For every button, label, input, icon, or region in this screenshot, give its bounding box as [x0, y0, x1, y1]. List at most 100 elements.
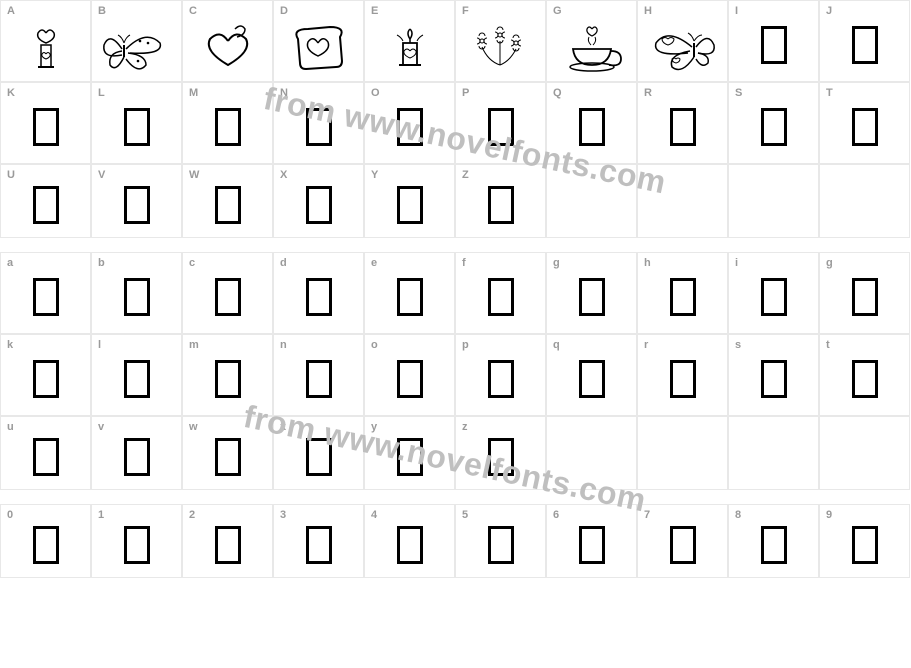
- section-spacer: [0, 238, 911, 252]
- char-cell-empty: [819, 164, 910, 238]
- char-cell: 5: [455, 504, 546, 578]
- teacup-icon: [557, 21, 627, 75]
- char-cell: A: [0, 0, 91, 82]
- missing-glyph-box: [215, 186, 241, 224]
- char-label: O: [371, 87, 380, 99]
- character-map-grid: ABCDEFGHIJKLMNOPQRSTUVWXYZabcdefghigklmn…: [0, 0, 911, 578]
- missing-glyph-box: [124, 360, 150, 398]
- char-cell: H: [637, 0, 728, 82]
- char-label: N: [280, 87, 288, 99]
- char-cell: w: [182, 416, 273, 490]
- missing-glyph-box: [33, 108, 59, 146]
- missing-glyph-box: [761, 526, 787, 564]
- char-label: t: [826, 339, 830, 351]
- char-cell: B: [91, 0, 182, 82]
- char-label: 5: [462, 509, 468, 521]
- char-label: v: [98, 421, 104, 433]
- char-cell: n: [273, 334, 364, 416]
- char-cell: s: [728, 334, 819, 416]
- candleHeart-icon: [11, 21, 81, 75]
- char-label: 0: [7, 509, 13, 521]
- char-cell: O: [364, 82, 455, 164]
- char-label: k: [7, 339, 13, 351]
- missing-glyph-box: [670, 360, 696, 398]
- char-cell: h: [637, 252, 728, 334]
- char-cell: u: [0, 416, 91, 490]
- char-cell: M: [182, 82, 273, 164]
- missing-glyph-box: [215, 360, 241, 398]
- char-label: g: [553, 257, 560, 269]
- candle-icon: [375, 21, 445, 75]
- char-label: x: [280, 421, 286, 433]
- char-cell: F: [455, 0, 546, 82]
- missing-glyph-box: [397, 526, 423, 564]
- char-label: T: [826, 87, 833, 99]
- char-label: r: [644, 339, 648, 351]
- missing-glyph-box: [215, 278, 241, 316]
- missing-glyph-box: [33, 186, 59, 224]
- missing-glyph-box: [488, 438, 514, 476]
- char-cell: 3: [273, 504, 364, 578]
- char-label: h: [644, 257, 651, 269]
- missing-glyph-box: [852, 26, 878, 64]
- char-cell: U: [0, 164, 91, 238]
- char-cell: Z: [455, 164, 546, 238]
- char-cell: Q: [546, 82, 637, 164]
- missing-glyph-box: [306, 186, 332, 224]
- char-cell: G: [546, 0, 637, 82]
- char-label: 7: [644, 509, 650, 521]
- missing-glyph-box: [124, 108, 150, 146]
- char-label: S: [735, 87, 742, 99]
- missing-glyph-box: [852, 526, 878, 564]
- char-label: n: [280, 339, 287, 351]
- char-label: 9: [826, 509, 832, 521]
- missing-glyph-box: [33, 278, 59, 316]
- butterfly1-icon: [102, 21, 172, 75]
- char-label: P: [462, 87, 469, 99]
- char-cell: C: [182, 0, 273, 82]
- char-label: Y: [371, 169, 378, 181]
- missing-glyph-box: [397, 278, 423, 316]
- char-label: e: [371, 257, 377, 269]
- missing-glyph-box: [33, 526, 59, 564]
- missing-glyph-box: [579, 278, 605, 316]
- missing-glyph-box: [124, 438, 150, 476]
- char-cell: y: [364, 416, 455, 490]
- char-cell: o: [364, 334, 455, 416]
- char-label: M: [189, 87, 198, 99]
- char-cell: 8: [728, 504, 819, 578]
- char-label: 4: [371, 509, 377, 521]
- char-label: 2: [189, 509, 195, 521]
- char-cell: T: [819, 82, 910, 164]
- char-cell: b: [91, 252, 182, 334]
- char-cell: 9: [819, 504, 910, 578]
- char-cell: 0: [0, 504, 91, 578]
- char-label: p: [462, 339, 469, 351]
- char-label: q: [553, 339, 560, 351]
- section-spacer: [0, 490, 911, 504]
- glyph-svg-wrap: [274, 15, 363, 81]
- char-label: c: [189, 257, 195, 269]
- char-row: 0123456789: [0, 504, 911, 578]
- char-cell: r: [637, 334, 728, 416]
- char-label: I: [735, 5, 738, 17]
- char-cell: J: [819, 0, 910, 82]
- toastHeart-icon: [284, 21, 354, 75]
- char-label: 1: [98, 509, 104, 521]
- char-cell: x: [273, 416, 364, 490]
- char-cell: l: [91, 334, 182, 416]
- char-cell: I: [728, 0, 819, 82]
- char-cell: W: [182, 164, 273, 238]
- char-label: L: [98, 87, 105, 99]
- char-cell: E: [364, 0, 455, 82]
- missing-glyph-box: [488, 186, 514, 224]
- char-cell: D: [273, 0, 364, 82]
- char-label: K: [7, 87, 15, 99]
- missing-glyph-box: [852, 360, 878, 398]
- missing-glyph-box: [306, 108, 332, 146]
- char-cell: m: [182, 334, 273, 416]
- missing-glyph-box: [852, 278, 878, 316]
- char-cell-empty: [546, 416, 637, 490]
- char-label: U: [7, 169, 15, 181]
- char-label: w: [189, 421, 198, 433]
